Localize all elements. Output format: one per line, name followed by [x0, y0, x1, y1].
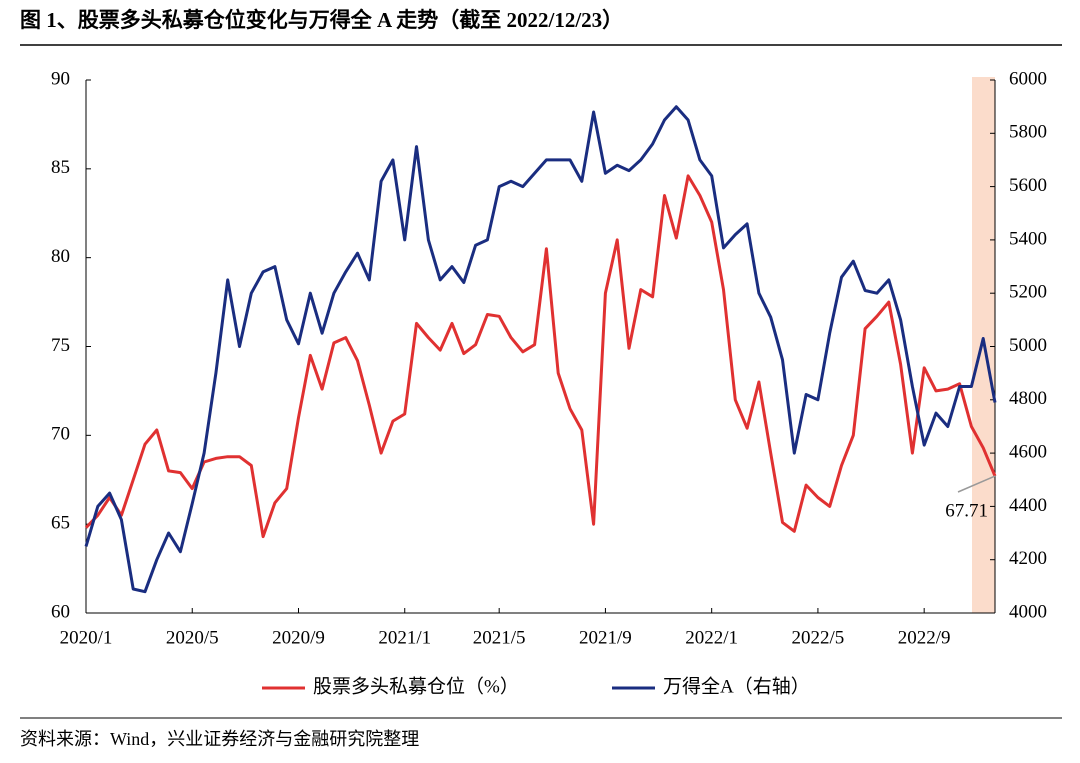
chart-title: 图 1、股票多头私募仓位变化与万得全 A 走势（截至 2022/12/23）: [20, 8, 623, 32]
y2-tick-label: 4400: [1009, 495, 1047, 516]
y2-tick-label: 4800: [1009, 388, 1047, 409]
y2-tick-label: 5400: [1009, 228, 1047, 249]
y-tick-label: 85: [51, 157, 70, 178]
y2-tick-label: 6000: [1009, 68, 1047, 89]
x-tick-label: 2021/5: [473, 627, 526, 648]
y2-tick-label: 5000: [1009, 335, 1047, 356]
y2-tick-label: 5200: [1009, 282, 1047, 303]
x-tick-label: 2020/5: [166, 627, 219, 648]
x-tick-label: 2022/5: [792, 627, 845, 648]
y2-tick-label: 5600: [1009, 175, 1047, 196]
y2-tick-label: 4600: [1009, 441, 1047, 462]
x-tick-label: 2021/9: [579, 627, 632, 648]
series-line: [84, 174, 997, 539]
y2-tick-label: 4200: [1009, 548, 1047, 569]
y-tick-label: 70: [51, 424, 70, 445]
series-line: [84, 105, 997, 594]
y-tick-label: 90: [51, 68, 70, 89]
x-tick-label: 2020/9: [272, 627, 325, 648]
annotation: 67.71: [945, 500, 988, 521]
y2-tick-label: 5800: [1009, 122, 1047, 143]
x-tick-label: 2021/1: [378, 627, 431, 648]
x-tick-label: 2022/1: [685, 627, 738, 648]
y2-tick-label: 4000: [1009, 601, 1047, 622]
y-tick-label: 80: [51, 246, 70, 267]
x-tick-label: 2020/1: [60, 627, 113, 648]
y-tick-label: 65: [51, 513, 70, 534]
source: 资料来源：Wind，兴业证券经济与金融研究院整理: [20, 729, 419, 749]
y-tick-label: 75: [51, 335, 70, 356]
legend-label: 股票多头私募仓位（%）: [313, 675, 519, 697]
legend-label: 万得全A（右轴）: [663, 675, 810, 697]
annotation-leader: [957, 475, 996, 493]
y-tick-label: 60: [51, 601, 70, 622]
x-tick-label: 2022/9: [898, 627, 951, 648]
